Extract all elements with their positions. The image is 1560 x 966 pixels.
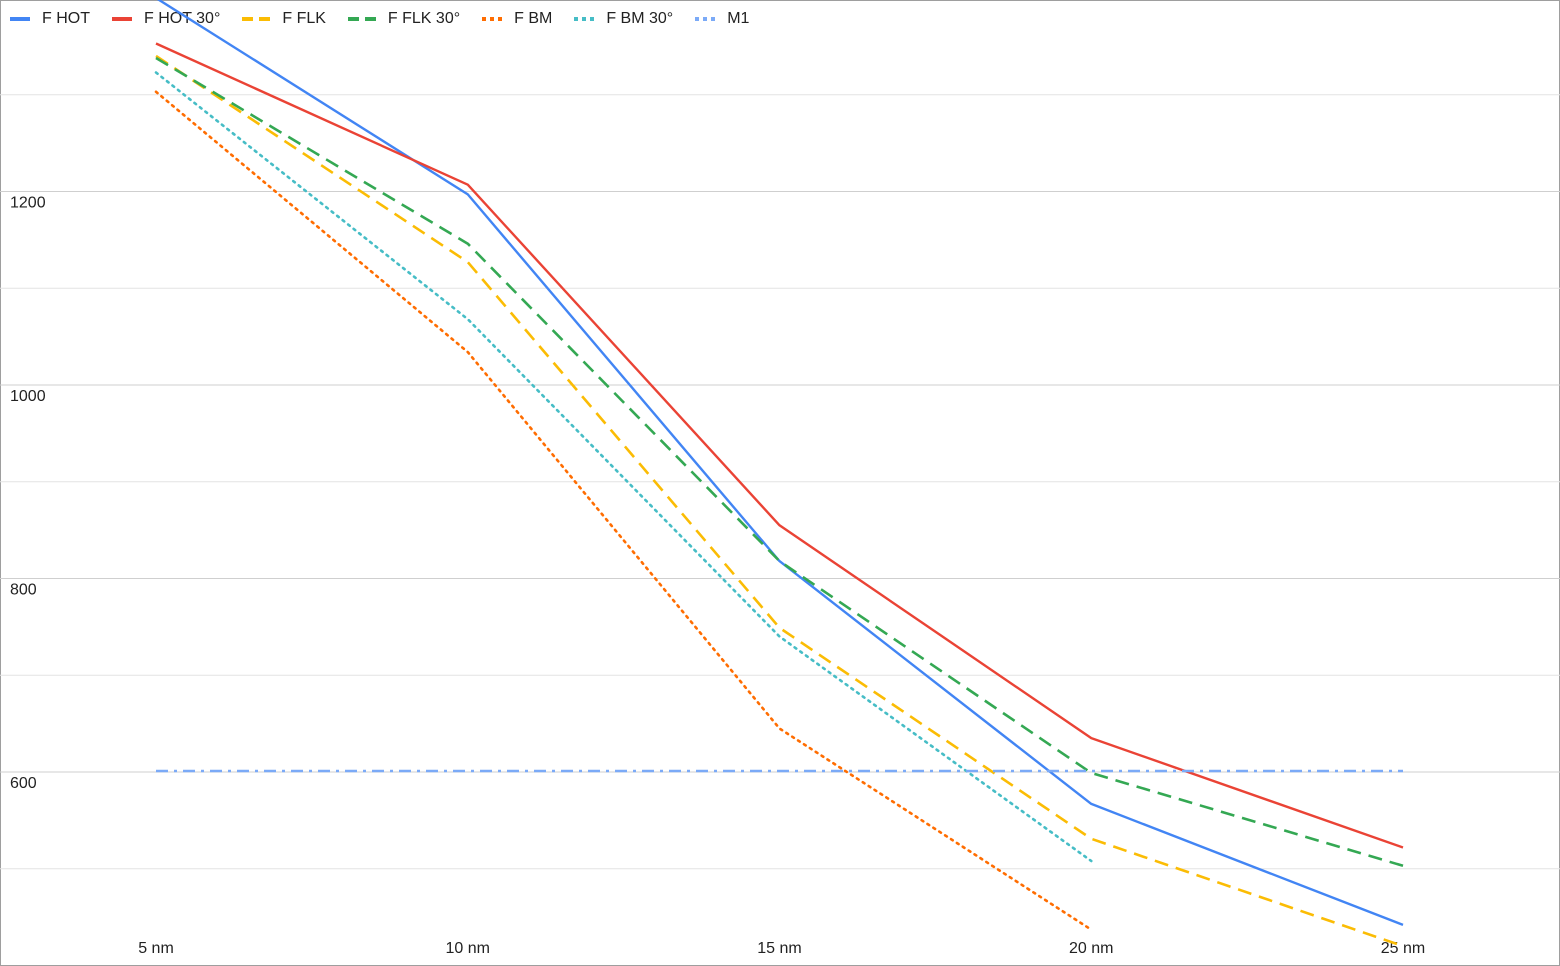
legend-label: F BM 30° [606, 10, 674, 27]
legend-swatch [482, 17, 503, 21]
legend-item-f-flk-30deg[interactable]: F FLK 30° [347, 10, 461, 28]
series-line-f-bm [154, 90, 1093, 932]
x-tick-label: 10 nm [446, 940, 490, 957]
legend-item-f-hot[interactable]: F HOT [10, 10, 90, 28]
legend-swatch [695, 17, 716, 21]
gridlines [0, 94, 1560, 870]
legend-swatch [347, 17, 376, 21]
y-tick-label: 800 [10, 582, 37, 599]
y-tick-label: 1200 [10, 195, 46, 212]
series-line-f-flk [155, 54, 1404, 948]
y-tick-label: 600 [10, 775, 37, 792]
chart-legend: F HOT F HOT 30° F FLK F FLK 30° F BM F BM 30°… [10, 8, 749, 30]
legend-label: M1 [727, 10, 750, 27]
legend-item-f-bm-30deg[interactable]: F BM 30° [574, 10, 673, 28]
x-tick-label: 15 nm [757, 940, 801, 957]
legend-item-f-bm[interactable]: F BM [482, 10, 552, 28]
legend-label: F FLK [282, 10, 326, 27]
y-axis-ticks: 600 800 1000 1200 [10, 195, 46, 793]
x-tick-label: 5 nm [138, 940, 174, 957]
series-line-f-bm-30deg [154, 71, 1093, 863]
legend-swatch [10, 17, 30, 21]
legend-label: F FLK 30° [387, 10, 461, 27]
legend-item-f-flk[interactable]: F FLK [242, 10, 326, 28]
legend-swatch [574, 17, 595, 21]
y-tick-label: 1000 [10, 388, 46, 405]
x-tick-label: 20 nm [1069, 940, 1113, 957]
legend-swatch [242, 17, 271, 21]
series-line-f-hot-30deg [155, 42, 1404, 849]
legend-label: F BM [514, 10, 553, 27]
legend-label: F HOT 30° [144, 10, 221, 27]
legend-swatch [112, 17, 132, 21]
series-lines [154, 0, 1404, 948]
legend-item-f-hot-30deg[interactable]: F HOT 30° [112, 10, 220, 28]
series-line-f-hot [156, 0, 1404, 927]
x-tick-label: 25 nm [1381, 940, 1425, 957]
legend-item-m1[interactable]: M1 [695, 10, 749, 28]
legend-label: F HOT [42, 10, 90, 27]
x-axis-ticks: 5 nm 10 nm 15 nm 20 nm 25 nm [138, 940, 1425, 957]
